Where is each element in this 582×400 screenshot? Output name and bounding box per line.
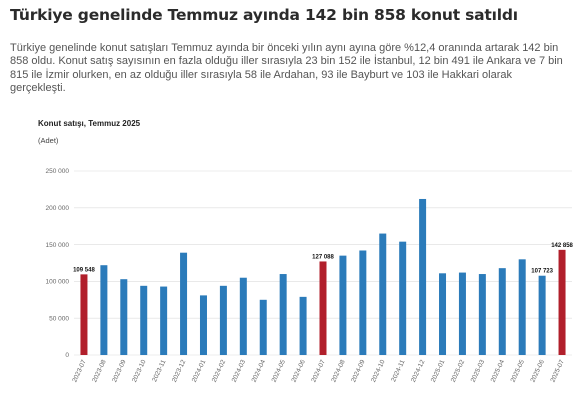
bar — [319, 261, 327, 355]
x-tick-label: 2024-12 — [410, 359, 427, 384]
x-tick-label: 2023-11 — [151, 359, 167, 383]
x-tick-label: 2024-09 — [350, 359, 367, 384]
bar — [558, 249, 566, 355]
x-tick-label: 2023-08 — [91, 359, 108, 384]
x-tick-label: 2025-05 — [510, 359, 527, 384]
x-tick-label: 2024-08 — [330, 359, 347, 384]
x-tick-label: 2025-06 — [530, 359, 547, 384]
bar — [458, 272, 466, 355]
x-tick-label: 2024-02 — [211, 359, 228, 384]
x-tick-label: 2024-05 — [271, 359, 288, 384]
data-label: 109 548 — [73, 267, 95, 273]
bar — [439, 273, 447, 355]
y-tick-label: 150 000 — [46, 242, 70, 249]
bar — [279, 274, 287, 355]
bar — [478, 274, 486, 355]
summary-paragraph: Türkiye genelinde konut satışları Temmuz… — [10, 42, 563, 95]
x-tick-label: 2024-10 — [370, 359, 387, 384]
x-tick-label: 2023-12 — [171, 359, 188, 384]
y-tick-label: 0 — [65, 352, 69, 359]
bar — [239, 277, 247, 355]
bar — [498, 268, 506, 355]
x-tick-label: 2025-03 — [470, 359, 487, 384]
x-tick-label: 2025-04 — [490, 359, 507, 384]
x-tick-label: 2023-07 — [71, 359, 88, 384]
bar — [518, 259, 526, 355]
x-tick-label: 2024-06 — [290, 359, 307, 384]
data-label: 142 858 — [551, 243, 573, 249]
bar — [379, 233, 387, 355]
bar — [259, 299, 267, 355]
x-tick-label: 2023-10 — [131, 359, 148, 384]
x-tick-label: 2025-02 — [450, 359, 467, 384]
bar — [140, 285, 148, 355]
chart-unit-label: (Adet) — [38, 136, 59, 145]
y-tick-label: 200 000 — [46, 205, 70, 212]
x-tick-label: 2023-09 — [111, 359, 128, 384]
y-tick-label: 100 000 — [46, 279, 70, 286]
bar — [399, 241, 407, 355]
bar — [80, 274, 88, 355]
x-tick-label: 2025-01 — [430, 359, 447, 384]
page-headline: Türkiye genelinde Temmuz ayında 142 bin … — [10, 6, 518, 24]
x-tick-label: 2024-11 — [390, 359, 406, 383]
bar — [419, 198, 427, 355]
bar — [120, 279, 128, 355]
bar — [538, 275, 546, 355]
x-tick-label: 2024-03 — [231, 359, 248, 384]
y-tick-label: 250 000 — [46, 168, 70, 175]
bar — [199, 295, 207, 355]
x-tick-label: 2024-04 — [251, 359, 268, 384]
bar — [219, 285, 227, 355]
y-tick-label: 50 000 — [49, 315, 69, 322]
bar — [299, 296, 307, 355]
bar — [160, 286, 168, 355]
bar — [180, 252, 188, 355]
data-label: 107 723 — [531, 269, 553, 275]
x-tick-label: 2025-07 — [549, 359, 566, 384]
x-tick-label: 2024-07 — [310, 359, 327, 384]
bar — [100, 265, 108, 355]
chart-title: Konut satışı, Temmuz 2025 — [38, 119, 141, 128]
bar — [359, 250, 367, 355]
bar — [339, 255, 347, 355]
x-tick-label: 2024-01 — [191, 359, 208, 384]
data-label: 127 088 — [312, 254, 334, 260]
